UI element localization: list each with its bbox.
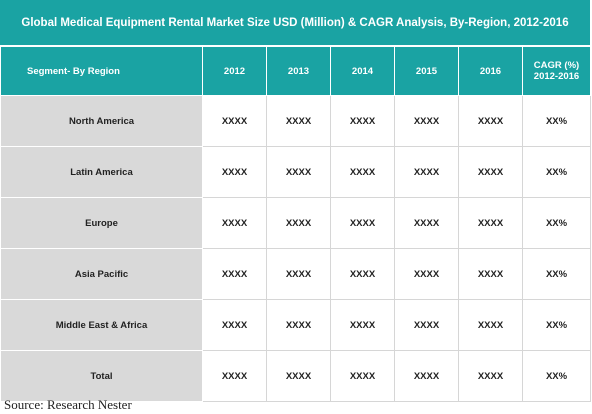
region-cell: Middle East & Africa	[0, 299, 203, 351]
value-cell: XXXX	[202, 197, 267, 249]
value-cell: XXXX	[330, 197, 395, 249]
value-cell: XXXX	[458, 248, 523, 300]
region-cell: Total	[0, 350, 203, 402]
value-cell: XXXX	[458, 299, 523, 351]
value-cell: XXXX	[394, 350, 459, 402]
value-cell: XXXX	[458, 146, 523, 198]
value-cell: XXXX	[330, 299, 395, 351]
value-cell: XXXX	[266, 350, 331, 402]
value-cell: XXXX	[394, 197, 459, 249]
header-year-2014: 2014	[330, 46, 395, 96]
header-segment: Segment- By Region	[0, 46, 203, 96]
table-row: Latin America XXXX XXXX XXXX XXXX XXXX XX%	[0, 146, 591, 198]
cagr-cell: XX%	[522, 197, 591, 249]
value-cell: XXXX	[266, 146, 331, 198]
region-cell: Asia Pacific	[0, 248, 203, 300]
value-cell: XXXX	[202, 350, 267, 402]
value-cell: XXXX	[394, 95, 459, 147]
region-cell: Latin America	[0, 146, 203, 198]
cagr-cell: XX%	[522, 95, 591, 147]
value-cell: XXXX	[202, 95, 267, 147]
table-row: Asia Pacific XXXX XXXX XXXX XXXX XXXX XX%	[0, 248, 591, 300]
market-table-figure: Global Medical Equipment Rental Market S…	[0, 0, 591, 402]
value-cell: XXXX	[458, 95, 523, 147]
cagr-cell: XX%	[522, 146, 591, 198]
value-cell: XXXX	[458, 197, 523, 249]
value-cell: XXXX	[202, 248, 267, 300]
value-cell: XXXX	[330, 248, 395, 300]
table-row: Europe XXXX XXXX XXXX XXXX XXXX XX%	[0, 197, 591, 249]
header-cagr: CAGR (%) 2012-2016	[522, 46, 591, 96]
value-cell: XXXX	[330, 95, 395, 147]
table-row: Middle East & Africa XXXX XXXX XXXX XXXX XXXX…	[0, 299, 591, 351]
value-cell: XXXX	[394, 146, 459, 198]
value-cell: XXXX	[266, 299, 331, 351]
value-cell: XXXX	[266, 95, 331, 147]
table-title: Global Medical Equipment Rental Market S…	[0, 0, 590, 46]
region-cell: Europe	[0, 197, 203, 249]
table-row: Total XXXX XXXX XXXX XXXX XXXX XX%	[0, 350, 591, 402]
header-cagr-line2: 2012-2016	[533, 71, 580, 82]
source-note: Source: Research Nester	[4, 397, 132, 412]
header-year-2016: 2016	[458, 46, 523, 96]
region-cell: North America	[0, 95, 203, 147]
value-cell: XXXX	[458, 350, 523, 402]
cagr-cell: XX%	[522, 248, 591, 300]
value-cell: XXXX	[202, 146, 267, 198]
table-row: North America XXXX XXXX XXXX XXXX XXXX XX%	[0, 95, 591, 147]
cagr-cell: XX%	[522, 299, 591, 351]
value-cell: XXXX	[266, 248, 331, 300]
value-cell: XXXX	[202, 299, 267, 351]
header-year-2012: 2012	[202, 46, 267, 96]
header-year-2013: 2013	[266, 46, 331, 96]
value-cell: XXXX	[266, 197, 331, 249]
cagr-cell: XX%	[522, 350, 591, 402]
market-size-table: Segment- By Region 2012 2013 2014 2015 2…	[0, 46, 591, 402]
header-cagr-line1: CAGR (%)	[533, 60, 580, 71]
header-row: Segment- By Region 2012 2013 2014 2015 2…	[0, 46, 591, 96]
header-year-2015: 2015	[394, 46, 459, 96]
value-cell: XXXX	[394, 299, 459, 351]
table-body: North America XXXX XXXX XXXX XXXX XXXX XX% Lati…	[0, 95, 591, 402]
value-cell: XXXX	[330, 350, 395, 402]
value-cell: XXXX	[330, 146, 395, 198]
value-cell: XXXX	[394, 248, 459, 300]
